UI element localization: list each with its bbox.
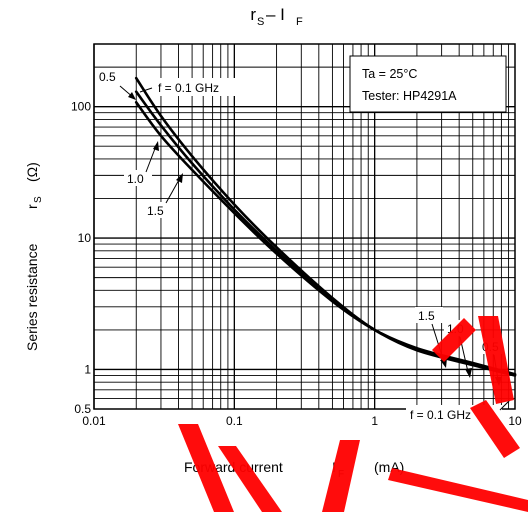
y-axis-label: Series resistance r S (Ω) <box>24 162 44 351</box>
watermark-stroke-2 <box>218 446 282 512</box>
left-annotations: f = 0.1 GHz 0.5 1.0 1.5 <box>96 68 248 218</box>
x-tick-label: 1 <box>371 414 378 428</box>
chart-title: r S – I F <box>250 5 303 28</box>
y-axis-label-symbol: r <box>24 204 40 209</box>
watermark-stroke-1 <box>178 424 234 512</box>
left-label-0-bg <box>96 68 122 84</box>
condition-tester: Tester: HP4291A <box>362 89 457 103</box>
watermark-stroke-5 <box>478 316 514 404</box>
y-tick-label: 0.5 <box>74 402 91 416</box>
y-tick-label: 100 <box>71 100 91 114</box>
watermark-stroke-6 <box>470 400 520 458</box>
title-main: r <box>250 5 256 24</box>
left-f-label-bg <box>152 78 248 96</box>
left-arrowhead-1 <box>153 141 159 151</box>
conditions-frame <box>349 55 507 113</box>
y-axis-label-symbol-sub: S <box>33 196 44 203</box>
right-f-leader <box>499 399 511 411</box>
watermark-stroke-3 <box>322 440 360 512</box>
y-axis-label-text: Series resistance <box>24 243 40 351</box>
x-tick-label: 0.01 <box>82 414 106 428</box>
left-label-1: 1.0 <box>127 172 144 186</box>
title-dash-sub: F <box>296 16 303 28</box>
right-label-0: 1.5 <box>418 309 435 323</box>
right-f-label: f = 0.1 GHz <box>410 408 471 422</box>
left-f-label: f = 0.1 GHz <box>158 81 219 95</box>
y-tick-label: 1 <box>84 362 91 376</box>
left-label-2-bg <box>144 202 172 218</box>
title-main-sub: S <box>257 16 264 28</box>
left-label-2: 1.5 <box>147 204 164 218</box>
plot-frame <box>93 43 516 410</box>
watermark-stroke-7 <box>388 468 528 512</box>
right-label-0-bg <box>415 307 443 323</box>
grid <box>93 43 515 410</box>
left-arrow-1 <box>145 145 157 173</box>
left-arrowhead-0 <box>128 92 136 100</box>
watermark-stroke-4 <box>432 318 476 362</box>
x-tick-label: 10 <box>508 414 522 428</box>
y-tick-label: 10 <box>78 231 92 245</box>
y-axis-label-unit: (Ω) <box>24 162 40 182</box>
left-f-leader <box>139 87 153 93</box>
left-label-1-bg <box>124 170 152 186</box>
x-tick-labels: 0.01 0.1 1 10 <box>82 414 522 428</box>
watermark <box>178 316 528 512</box>
left-arrowhead-2 <box>176 173 183 183</box>
title-dash: – I <box>266 5 285 24</box>
condition-temp: Ta = 25°C <box>362 67 417 81</box>
left-arrow-2 <box>165 177 181 204</box>
conditions-box: Ta = 25°C Tester: HP4291A <box>349 55 507 113</box>
x-tick-label: 0.1 <box>226 414 243 428</box>
right-arrowhead-1 <box>465 368 472 378</box>
y-tick-labels: 0.5 1 10 100 <box>71 100 91 416</box>
left-label-0: 0.5 <box>99 70 116 84</box>
